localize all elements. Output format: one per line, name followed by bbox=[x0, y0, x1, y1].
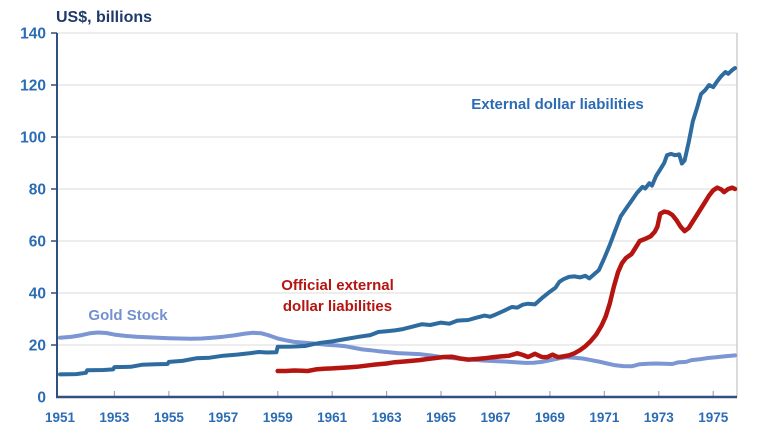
x-tick-label-1957: 1957 bbox=[208, 410, 238, 425]
y-tick-label-40: 40 bbox=[29, 286, 46, 303]
x-tick-label-1951: 1951 bbox=[45, 410, 76, 425]
x-tick-label-1971: 1971 bbox=[589, 410, 620, 425]
x-tick-label-1953: 1953 bbox=[99, 410, 130, 425]
x-tick-label-1965: 1965 bbox=[426, 410, 457, 425]
x-tick-label-1963: 1963 bbox=[372, 410, 403, 425]
series-line-external bbox=[58, 66, 737, 377]
x-tick-label-1967: 1967 bbox=[480, 410, 510, 425]
y-tick-label-80: 80 bbox=[29, 182, 46, 199]
y-tick-label-20: 20 bbox=[29, 338, 46, 355]
y-tick-label-100: 100 bbox=[20, 130, 46, 147]
series-label-gold-stock: Gold Stock bbox=[88, 307, 168, 324]
series-label-official-external-dollar-liabilities: Official external dollar liabilities bbox=[281, 277, 394, 315]
x-tick-label-1975: 1975 bbox=[698, 410, 729, 425]
series-line-gold bbox=[58, 330, 737, 369]
y-tick-label-0: 0 bbox=[37, 390, 46, 407]
y-tick-label-60: 60 bbox=[29, 234, 46, 251]
series-line-official bbox=[275, 185, 738, 374]
chart-title: US$, billions bbox=[56, 9, 153, 26]
x-tick-label-1973: 1973 bbox=[644, 410, 675, 425]
x-tick-label-1959: 1959 bbox=[263, 410, 293, 425]
x-tick-label-1969: 1969 bbox=[535, 410, 565, 425]
y-tick-label-140: 140 bbox=[20, 26, 46, 43]
x-tick-label-1955: 1955 bbox=[154, 410, 185, 425]
y-tick-label-120: 120 bbox=[20, 78, 46, 95]
x-tick-label-1961: 1961 bbox=[317, 410, 348, 425]
series-label-external-dollar-liabilities: External dollar liabilities bbox=[471, 96, 644, 113]
